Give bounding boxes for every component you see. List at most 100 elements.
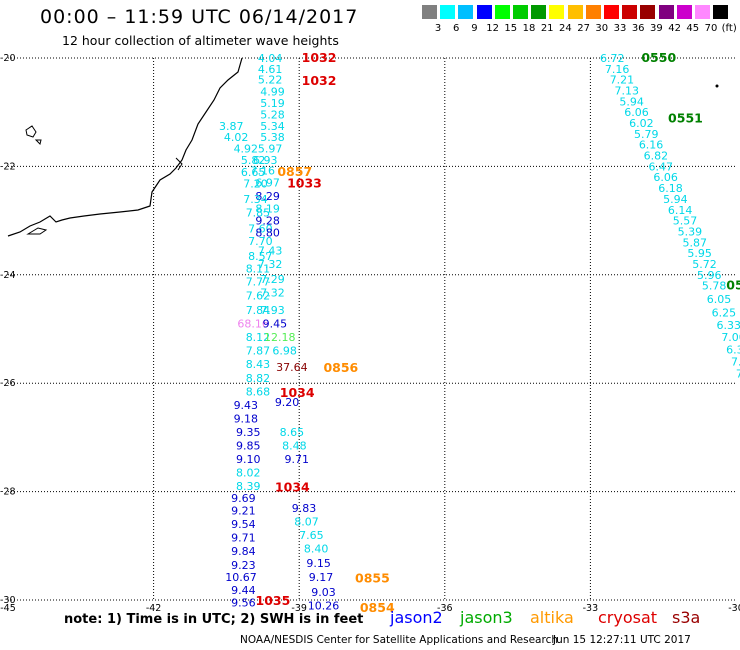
pass-time-label: 1034 <box>275 479 310 494</box>
color-swatch <box>658 5 674 19</box>
wave-height-value: 9.03 <box>311 586 336 599</box>
wave-height-value: 5.22 <box>258 74 283 87</box>
wave-height-value: 7.36 <box>736 367 740 380</box>
wave-height-value: 7.29 <box>260 273 285 286</box>
pass-time-label: 1035 <box>256 593 291 608</box>
pass-time-label: 0854 <box>360 600 395 615</box>
pass-time-label: 0856 <box>323 360 358 375</box>
color-bar-label: 70 <box>704 23 718 34</box>
wave-height-value: 8.40 <box>304 543 329 556</box>
wave-height-value: 9.10 <box>236 453 261 466</box>
lagoon-outline <box>25 125 37 138</box>
wave-height-value: 6.35 <box>726 344 740 357</box>
color-swatch <box>422 5 437 19</box>
color-bar-label: 45 <box>686 23 700 34</box>
wave-height-value: 5.28 <box>260 108 285 121</box>
wave-height-value: 5.96 <box>697 269 722 282</box>
latitude-label: -24 <box>0 270 16 281</box>
wave-height-value: 7.93 <box>260 304 285 317</box>
wave-height-value: 7.62 <box>246 289 271 302</box>
wave-height-value: 7.21 <box>610 74 635 87</box>
wave-height-value: 9.54 <box>231 518 256 531</box>
wave-height-value: 7.87 <box>246 345 271 358</box>
wave-height-value: 6.25 <box>712 307 737 320</box>
pass-time-label: 0551 <box>668 111 703 126</box>
color-bar-label: 39 <box>650 23 663 34</box>
wave-height-value: 4.04 <box>258 52 283 65</box>
wave-height-value: 5.82 <box>241 154 266 167</box>
wave-height-value: 7.32 <box>260 287 285 300</box>
wave-height-value: 9.84 <box>231 545 256 558</box>
wave-height-value: 7.32 <box>258 258 283 271</box>
latitude-label: -20 <box>0 53 16 64</box>
wave-height-value: 7.20 <box>243 178 268 191</box>
latitude-label: -28 <box>0 487 16 498</box>
wave-height-value: 9.23 <box>231 559 256 572</box>
wave-height-value: 8.43 <box>246 358 271 371</box>
color-bar-label: 24 <box>559 23 572 34</box>
wave-height-value: 10.67 <box>225 571 257 584</box>
color-swatch <box>440 5 456 19</box>
grid-labels: -45 -42 -39 -36 -33 -30 -20 -22 -24 -26 -28 -30 <box>0 53 740 614</box>
color-swatch <box>640 5 656 19</box>
wave-height-value: 8.19 <box>255 203 280 216</box>
color-swatch <box>549 5 565 19</box>
wave-height-value: 9.35 <box>236 426 261 439</box>
wave-height-value: 6.05 <box>707 293 732 306</box>
wave-height-value: 37.64 <box>276 361 308 374</box>
wave-height-value: 6.16 <box>639 139 664 152</box>
wave-height-value: 9.21 <box>231 505 256 518</box>
wave-height-value: 7.34 <box>243 193 268 206</box>
longitude-label: -33 <box>583 603 599 614</box>
satellite-s3a-label: s3a <box>672 608 701 627</box>
pass-time-label: 0550 <box>641 50 676 65</box>
map-gridlines <box>8 57 736 601</box>
wave-height-value: 4.99 <box>260 86 285 99</box>
island-outline <box>26 227 48 235</box>
wave-height-value: 7.65 <box>299 529 324 542</box>
wave-height-value: 5.34 <box>260 120 285 133</box>
wave-height-value: 7.77 <box>246 275 271 288</box>
wave-height-value: 7.70 <box>248 235 273 248</box>
color-bar-label: (ft) <box>721 23 737 34</box>
wave-height-value: 7.60 <box>248 223 273 236</box>
wave-height-value: 5.79 <box>634 128 659 141</box>
wave-height-value: 8.12 <box>246 331 271 344</box>
wave-height-value: 6.72 <box>600 52 625 65</box>
wave-height-value: 8.48 <box>282 440 307 453</box>
pass-time-label: 055 <box>726 278 740 293</box>
footer-note: note: 1) Time is in UTC; 2) SWH is in fe… <box>64 612 364 627</box>
wave-height-value: 5.87 <box>682 236 707 249</box>
wave-height-value: 5.78 <box>702 280 727 293</box>
color-swatch <box>458 5 474 19</box>
coastline <box>7 57 719 237</box>
color-swatch <box>676 5 692 19</box>
pass-time-label: 1032 <box>302 50 337 65</box>
longitude-label: -36 <box>437 603 453 614</box>
longitude-label: -45 <box>0 603 16 614</box>
wave-height-value: 5.19 <box>260 97 285 110</box>
longitude-label: -30 <box>728 603 740 614</box>
satellite-cryosat-label: cryosat <box>598 608 658 627</box>
longitude-label: -39 <box>291 603 307 614</box>
color-bar-label: 33 <box>613 23 627 34</box>
color-swatch <box>695 5 710 19</box>
wave-height-value: 9.18 <box>234 412 259 425</box>
color-bar-label: 6 <box>453 23 460 34</box>
wave-height-value: 9.15 <box>306 557 331 570</box>
wave-height-value: 10.26 <box>308 599 340 612</box>
wave-height-value: 4.92 <box>234 143 259 156</box>
wave-height-value: 6.97 <box>255 177 280 190</box>
color-bar-label: 27 <box>577 23 590 34</box>
color-swatch <box>476 5 492 19</box>
coastline-path <box>7 57 243 237</box>
satellite-jason2-label: jason2 <box>390 608 443 627</box>
wave-height-value: 9.45 <box>263 318 288 331</box>
wave-height-value: 6.33 <box>716 319 740 332</box>
wave-height-value: 7.41 <box>731 356 740 369</box>
wave-height-value: 6.06 <box>653 171 678 184</box>
wave-height-value: 5.95 <box>687 247 712 260</box>
wave-height-value: 8.57 <box>248 250 273 263</box>
pass-time-label: 1034 <box>280 385 315 400</box>
color-swatch <box>585 5 601 19</box>
